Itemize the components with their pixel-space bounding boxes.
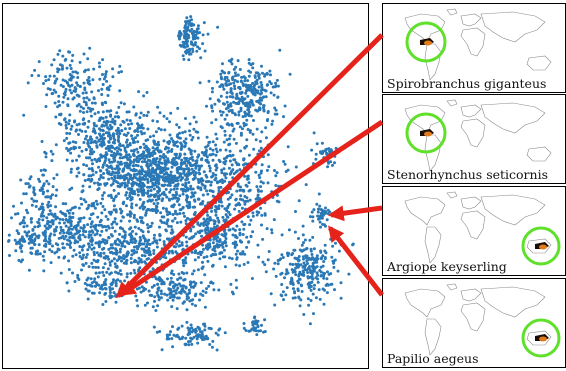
continent-outline xyxy=(446,99,458,107)
world-map-4 xyxy=(404,283,561,358)
species-panel-2: Stenorhynchus seticornis xyxy=(382,94,566,184)
world-map-1 xyxy=(404,8,552,81)
distribution-hotspot xyxy=(539,244,547,250)
species-panel-1: Spirobranchus giganteus xyxy=(382,3,566,93)
continent-outline xyxy=(526,330,552,346)
continent-outline xyxy=(446,8,458,16)
continent-outline xyxy=(480,286,546,318)
continent-outline xyxy=(446,191,458,199)
species-panel-3: Argiope keyserling xyxy=(382,186,566,276)
continent-outline xyxy=(460,27,486,57)
continent-outline xyxy=(460,13,482,27)
highlight-circle xyxy=(521,318,561,358)
species-label-3: Argiope keyserling xyxy=(387,259,507,274)
distribution-hotspot xyxy=(424,40,432,46)
continent-outline xyxy=(526,146,552,162)
species-panel-4: Papilio aegeus xyxy=(382,278,566,368)
world-map-2 xyxy=(404,99,552,172)
continent-outline xyxy=(404,196,446,226)
distribution-hotspot xyxy=(424,131,432,137)
continent-outline xyxy=(460,104,482,118)
continent-outline xyxy=(424,318,442,356)
continent-outline xyxy=(460,210,486,240)
continent-outline xyxy=(526,55,552,71)
species-label-1: Spirobranchus giganteus xyxy=(387,76,547,91)
species-label-4: Papilio aegeus xyxy=(387,351,479,366)
highlight-circle xyxy=(521,226,561,266)
continent-outline xyxy=(460,196,482,210)
continent-outline xyxy=(480,11,546,43)
continent-outline xyxy=(480,194,546,226)
embedding-scatter-plot xyxy=(2,3,369,369)
world-map-3 xyxy=(404,191,561,266)
continent-outline xyxy=(526,238,552,254)
highlight-circle xyxy=(405,21,447,63)
continent-outline xyxy=(460,118,486,148)
species-label-2: Stenorhynchus seticornis xyxy=(387,167,548,182)
continent-outline xyxy=(460,288,482,302)
continent-outline xyxy=(480,102,546,134)
continent-outline xyxy=(424,226,442,264)
continent-outline xyxy=(446,283,458,291)
distribution-hotspot xyxy=(539,336,547,342)
continent-outline xyxy=(404,288,446,318)
continent-outline xyxy=(460,302,486,332)
highlight-circle xyxy=(405,112,447,154)
